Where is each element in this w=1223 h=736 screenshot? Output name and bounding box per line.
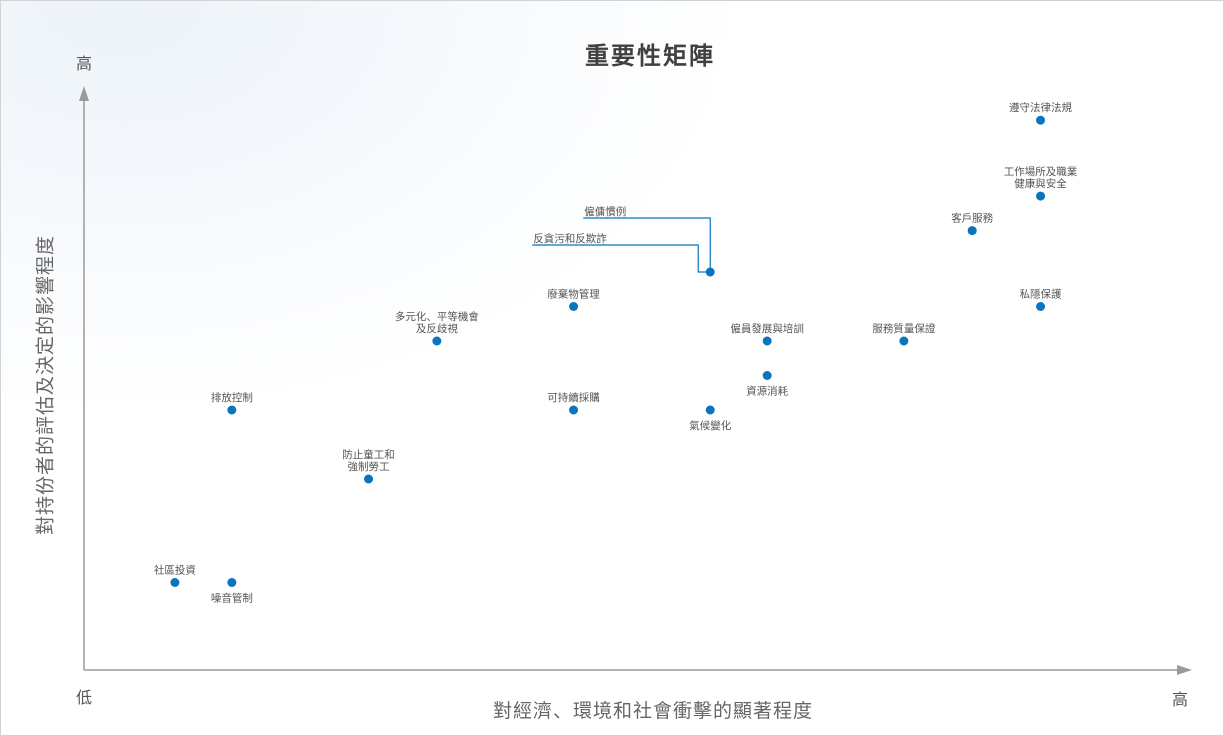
data-point [1036, 191, 1046, 201]
data-point [899, 336, 909, 346]
data-point [170, 578, 180, 587]
data-point [705, 267, 715, 277]
data-point [762, 336, 772, 346]
y-axis-arrow-icon [79, 86, 89, 101]
point-label: 多元化、平等機會 [395, 310, 479, 323]
point-label: 遵守法律法規 [1009, 101, 1072, 114]
point-label: 健康與安全 [1014, 177, 1067, 190]
point-label: 私隱保護 [1020, 288, 1062, 301]
x-axis-label: 對經濟、環境和社會衝擊的顯著程度 [492, 700, 814, 722]
leader-line [532, 244, 707, 273]
point-label: 反貪污和反欺詐 [533, 232, 607, 245]
y-axis-high-label: 高 [76, 54, 93, 73]
data-point [227, 405, 237, 415]
data-point [569, 405, 579, 415]
data-point [967, 226, 977, 236]
point-label: 排放控制 [211, 391, 253, 404]
point-label: 服務質量保證 [872, 322, 935, 335]
point-label: 僱員發展與培訓 [730, 322, 804, 335]
data-point [1036, 115, 1046, 125]
point-label: 僱傭慣例 [584, 205, 626, 218]
x-axis-high-label: 高 [1172, 690, 1189, 709]
data-point [569, 302, 579, 311]
data-point [705, 405, 715, 415]
chart-title: 重要性矩陣 [585, 42, 715, 70]
x-axis-low-label: 低 [76, 688, 93, 707]
point-label: 防止童工和 [342, 448, 395, 461]
point-label: 強制勞工 [348, 460, 390, 473]
point-label: 可持續採購 [547, 391, 600, 404]
leader-line [583, 217, 711, 268]
data-point [1036, 302, 1046, 311]
x-axis-arrow-icon [1177, 665, 1192, 675]
point-label: 工作場所及職業 [1004, 165, 1078, 178]
data-point [762, 371, 772, 380]
data-point [432, 336, 442, 346]
point-label: 客戶服務 [951, 212, 993, 225]
data-point [364, 474, 374, 484]
point-label: 廢棄物管理 [547, 288, 600, 301]
point-label: 氣候變化 [689, 419, 731, 432]
data-point [227, 578, 237, 587]
axes [79, 86, 1192, 675]
point-label: 噪音管制 [211, 592, 253, 605]
point-label: 資源消耗 [746, 385, 788, 398]
point-label: 社區投資 [154, 564, 196, 577]
point-label: 及反歧視 [416, 322, 458, 335]
